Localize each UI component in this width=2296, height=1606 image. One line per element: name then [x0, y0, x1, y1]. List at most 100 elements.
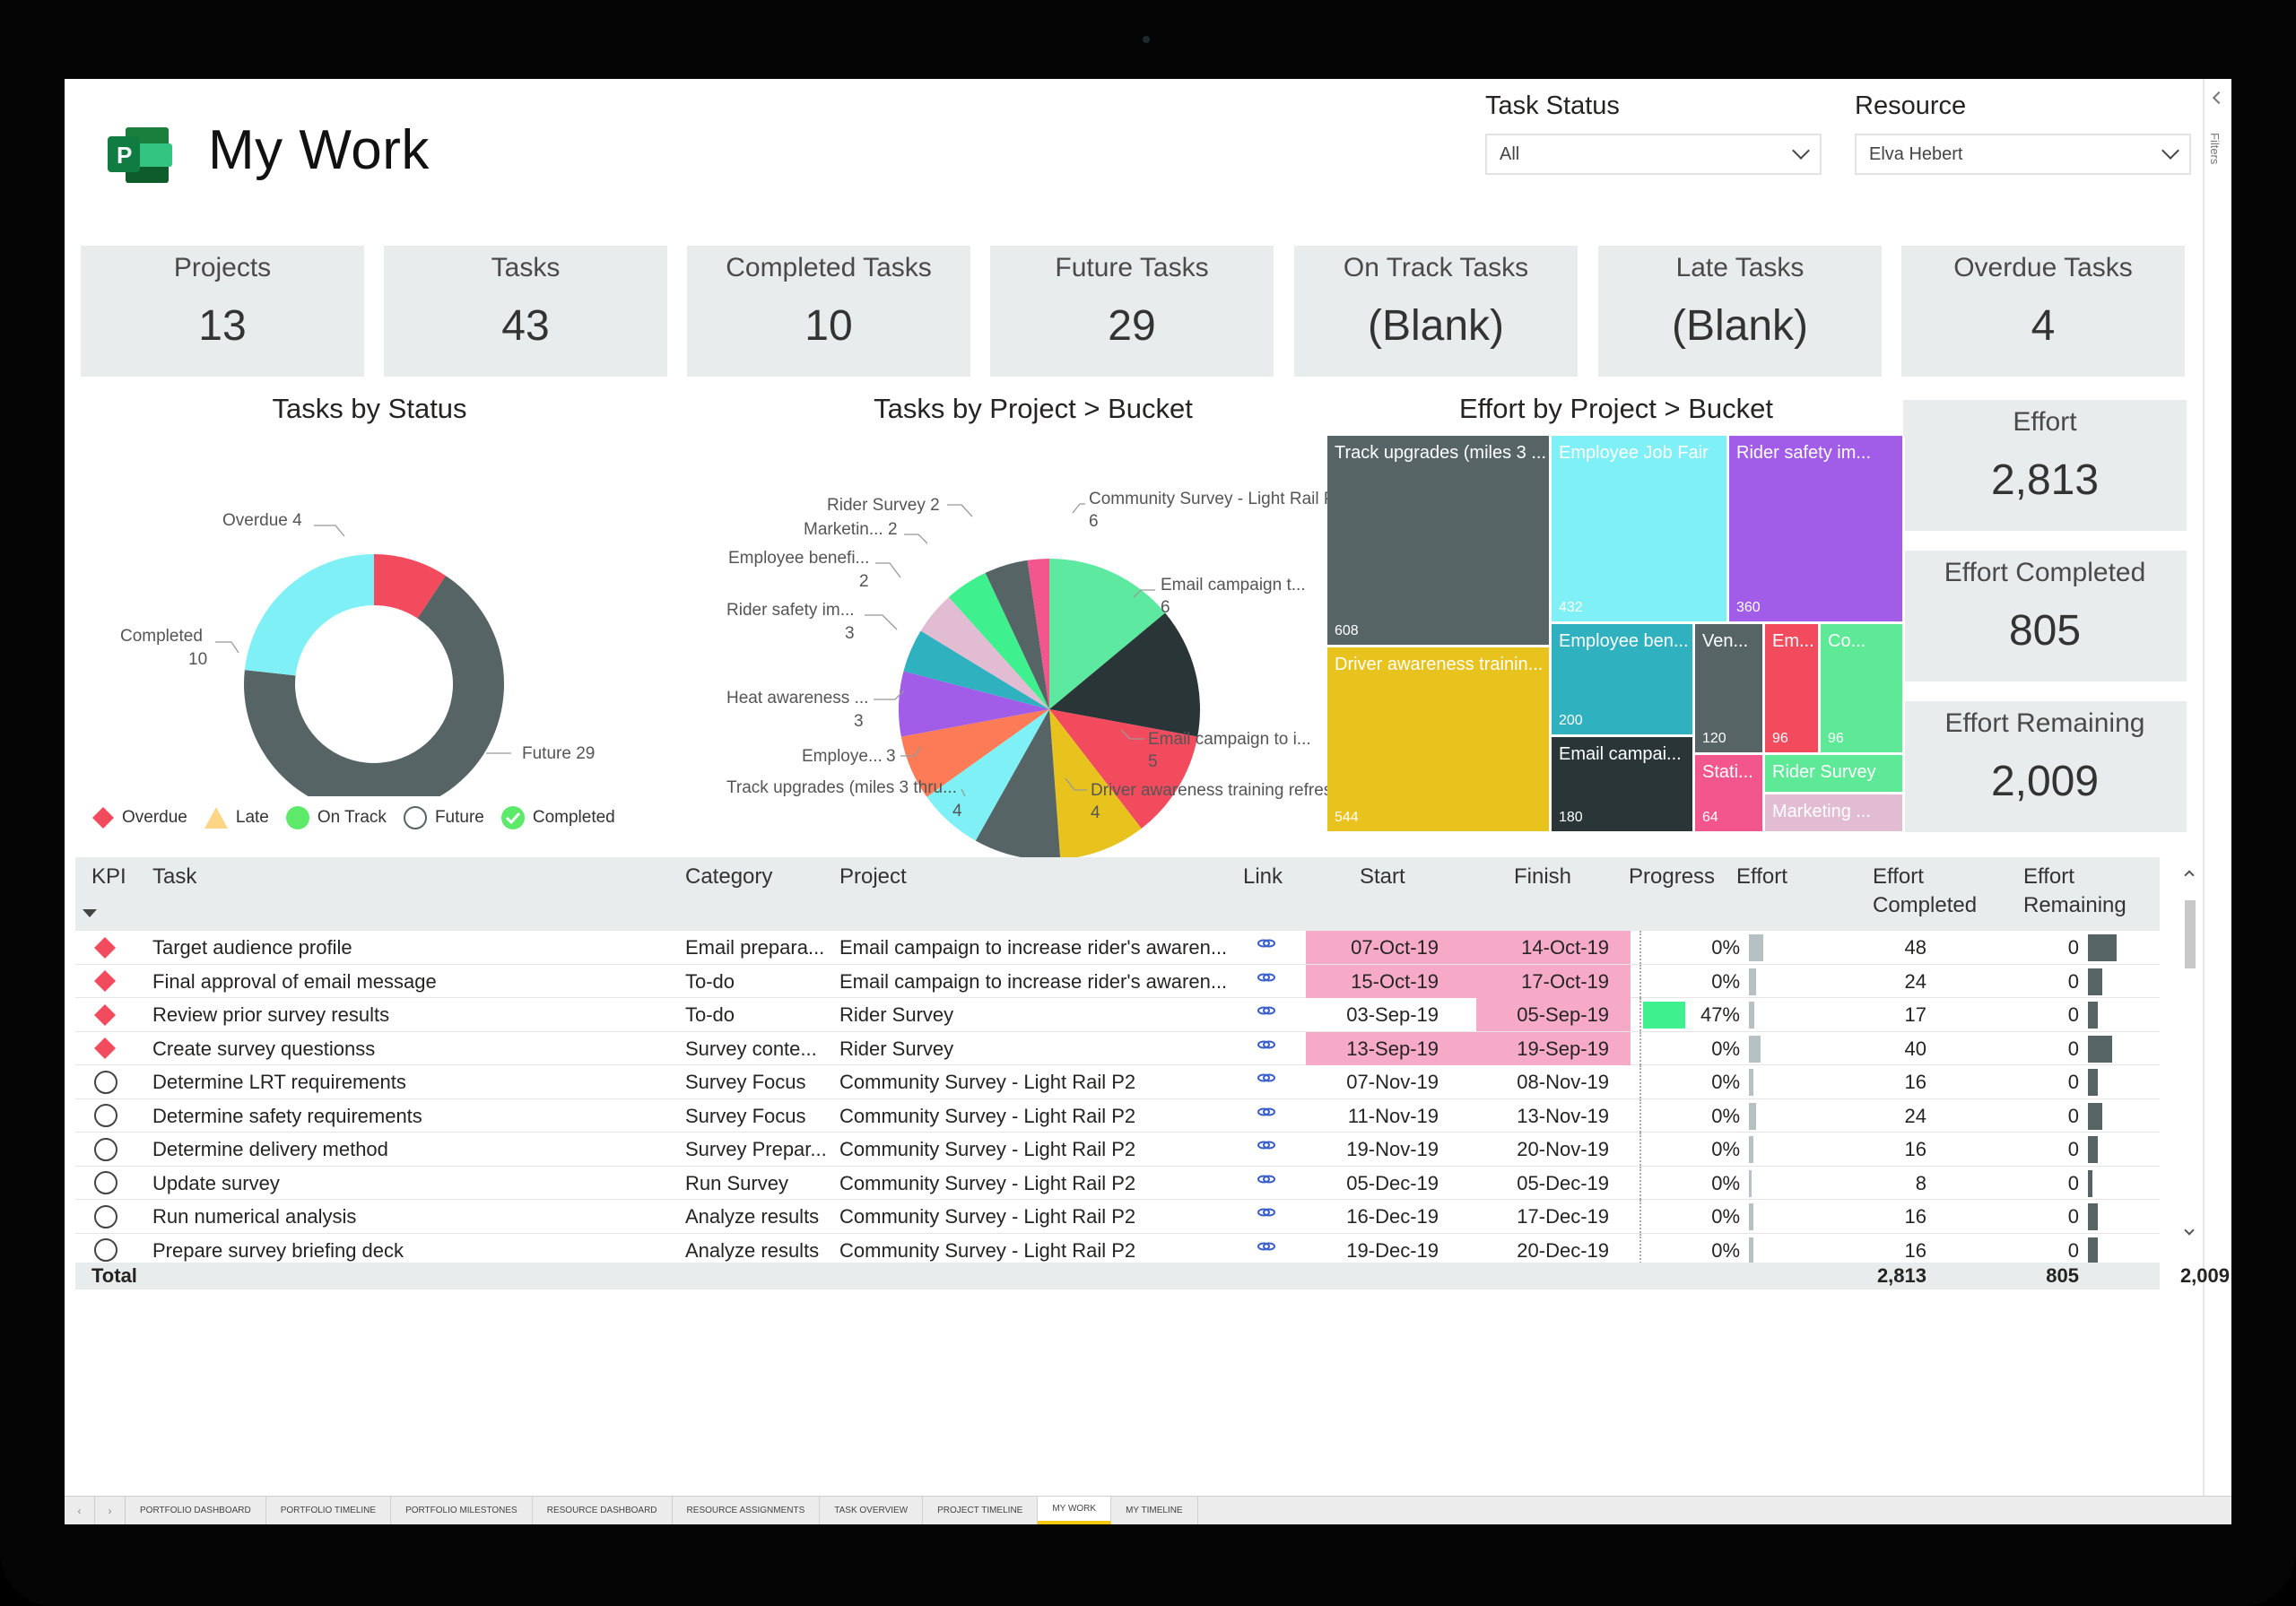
table-row[interactable]: Determine LRT requirements Survey Focus … — [75, 1065, 2160, 1099]
diamond-icon — [92, 807, 114, 829]
link-icon[interactable] — [1256, 1099, 1283, 1133]
link-icon[interactable] — [1256, 1133, 1283, 1166]
treemap-tile[interactable]: Em... 96 — [1765, 624, 1821, 755]
table-row[interactable]: Target audience profile Email prepara...… — [75, 931, 2160, 965]
kpi-card-completed-tasks: Completed Tasks 10 — [687, 246, 970, 377]
pie-slice-8[interactable] — [903, 630, 1049, 709]
task-cell: Determine LRT requirements — [152, 1071, 406, 1093]
pie-slice-2[interactable] — [1049, 709, 1198, 829]
link-icon[interactable] — [1256, 931, 1283, 964]
treemap-tile[interactable]: Rider Survey — [1765, 755, 1905, 794]
category-cell: Survey conte... — [685, 1037, 817, 1060]
pie-slice-1[interactable] — [1049, 612, 1200, 737]
scroll-down-icon[interactable] — [2184, 1225, 2195, 1236]
table-row[interactable]: Determine safety requirements Survey Foc… — [75, 1098, 2160, 1133]
tab-resource-assignments[interactable]: RESOURCE ASSIGNMENTS — [673, 1497, 821, 1524]
tasks-by-project-pie-chart[interactable]: Community Survey - Light Rail P2 6 Email… — [639, 438, 1392, 868]
pie-slice-6[interactable] — [900, 709, 1049, 797]
tab-portfolio-dashboard[interactable]: PORTFOLIO DASHBOARD — [126, 1497, 266, 1524]
link-icon[interactable] — [1256, 998, 1283, 1031]
legend-label: Completed — [532, 808, 615, 827]
effort-bar — [1749, 1169, 1752, 1197]
tab-portfolio-timeline[interactable]: PORTFOLIO TIMELINE — [266, 1497, 392, 1524]
link-icon[interactable] — [1256, 965, 1283, 998]
filters-pane-label: Filters — [2208, 133, 2222, 165]
link-icon[interactable] — [1256, 1234, 1283, 1263]
col-header-finish[interactable]: Finish — [1514, 864, 1572, 889]
table-row[interactable]: Create survey questionss Survey conte...… — [75, 1031, 2160, 1065]
link-icon[interactable] — [1256, 1167, 1283, 1200]
treemap-tile[interactable]: Employee Job Fair 432 — [1552, 436, 1729, 624]
table-row[interactable]: Run numerical analysis Analyze results C… — [75, 1200, 2160, 1234]
table-scrollbar[interactable] — [2181, 857, 2199, 1243]
pie-slice-7[interactable] — [899, 671, 1049, 737]
tab-resource-dashboard[interactable]: RESOURCE DASHBOARD — [533, 1497, 673, 1524]
col-header-category[interactable]: Category — [685, 864, 773, 889]
treemap-tile[interactable]: Ven... 120 — [1695, 624, 1765, 755]
table-row[interactable]: Update survey Run Survey Community Surve… — [75, 1166, 2160, 1200]
col-header-effort-completed[interactable]: Effort Completed — [1873, 863, 1977, 920]
col-header-effort[interactable]: Effort — [1736, 864, 1787, 889]
sort-caret-icon[interactable] — [83, 909, 97, 917]
donut-slice-completed[interactable] — [244, 554, 374, 676]
table-row[interactable]: Review prior survey results To-do Rider … — [75, 998, 2160, 1032]
col-header-start[interactable]: Start — [1360, 864, 1405, 889]
resource-dropdown[interactable]: Elva Hebert — [1855, 134, 2191, 175]
treemap-tile[interactable]: Rider safety im... 360 — [1729, 436, 1905, 624]
task-cell: Prepare survey briefing deck — [152, 1238, 404, 1262]
table-row[interactable]: Prepare survey briefing deck Analyze res… — [75, 1233, 2160, 1263]
pie-slice-9[interactable] — [920, 596, 1049, 709]
donut-slice-future[interactable] — [244, 576, 504, 796]
tab-task-overview[interactable]: TASK OVERVIEW — [820, 1497, 924, 1524]
col-header-effort-remaining[interactable]: Effort Remaining — [2023, 863, 2126, 920]
tab-next-icon[interactable]: › — [95, 1497, 126, 1524]
legend-item-on-track[interactable]: On Track — [285, 805, 387, 830]
scroll-thumb[interactable] — [2185, 900, 2196, 968]
col-header-progress[interactable]: Progress — [1629, 864, 1716, 889]
legend-item-overdue[interactable]: Overdue — [91, 806, 187, 829]
col-header-task[interactable]: Task — [152, 864, 197, 889]
pie-slice-11[interactable] — [985, 560, 1049, 709]
treemap-tile[interactable]: Co... 96 — [1821, 624, 1905, 755]
table-row[interactable]: Determine delivery method Survey Prepar.… — [75, 1133, 2160, 1167]
finish-cell: 05-Sep-19 — [1476, 998, 1631, 1031]
task-status-dropdown[interactable]: All — [1485, 134, 1822, 175]
pie-slice-10[interactable] — [948, 572, 1049, 709]
scroll-up-icon[interactable] — [2184, 870, 2195, 881]
effort-bar — [1749, 1237, 1753, 1263]
pie-slice-12[interactable] — [1027, 559, 1049, 709]
legend-item-completed[interactable]: Completed — [500, 805, 615, 830]
donut-slice-overdue[interactable] — [374, 554, 447, 619]
link-icon[interactable] — [1256, 1200, 1283, 1233]
tab-prev-icon[interactable]: ‹ — [65, 1497, 95, 1524]
legend-item-late[interactable]: Late — [204, 806, 269, 829]
treemap-tile[interactable]: Email campai... 180 — [1552, 737, 1695, 834]
tab-portfolio-milestones[interactable]: PORTFOLIO MILESTONES — [391, 1497, 533, 1524]
filters-pane[interactable]: Filters — [2203, 79, 2231, 1496]
col-header-kpi[interactable]: KPI — [91, 864, 126, 889]
effort-remaining-cell: 24 — [2022, 965, 2160, 998]
legend-item-future[interactable]: Future — [403, 805, 484, 830]
tab-my-work[interactable]: MY WORK — [1038, 1497, 1112, 1524]
pie-slice-0[interactable] — [1049, 559, 1166, 709]
table-header: KPI Task Category Project Link Start Fin… — [75, 857, 2160, 931]
tab-my-timeline[interactable]: MY TIMELINE — [1111, 1497, 1198, 1524]
pie-slice-4[interactable] — [975, 709, 1061, 860]
treemap-tile[interactable]: Track upgrades (miles 3 ... 608 — [1327, 436, 1552, 647]
treemap-tile[interactable]: Stati... 64 — [1695, 755, 1765, 834]
col-header-link[interactable]: Link — [1243, 864, 1283, 889]
treemap-tile[interactable]: Driver awareness trainin... 544 — [1327, 647, 1552, 834]
link-icon[interactable] — [1256, 1032, 1283, 1065]
tasks-by-status-donut-chart[interactable]: Overdue 4 Completed 10 Future 29 — [83, 438, 692, 796]
effort-treemap[interactable]: Track upgrades (miles 3 ... 608 Employee J… — [1327, 436, 1905, 834]
table-row[interactable]: Final approval of email message To-do Em… — [75, 964, 2160, 998]
collapse-chevron-icon[interactable] — [2212, 91, 2226, 105]
treemap-tile[interactable]: Marketing ... — [1765, 794, 1905, 834]
link-icon[interactable] — [1256, 1065, 1283, 1098]
pie-slice-3[interactable] — [1049, 709, 1142, 860]
progress-bar — [1643, 1002, 1685, 1029]
treemap-tile[interactable]: Employee ben... 200 — [1552, 624, 1695, 737]
pie-slice-5[interactable] — [926, 709, 1049, 841]
tab-project-timeline[interactable]: PROJECT TIMELINE — [923, 1497, 1039, 1524]
col-header-project[interactable]: Project — [839, 864, 907, 889]
